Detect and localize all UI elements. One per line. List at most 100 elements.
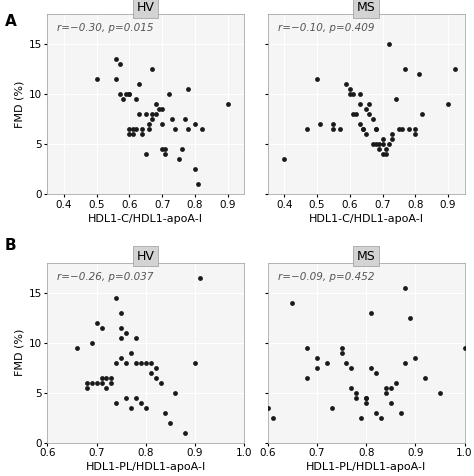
Point: [162, 150, 169, 158]
Point: [93, 76, 100, 83]
Title: MS: MS: [357, 1, 375, 14]
Point: [356, 100, 364, 108]
Title: HV: HV: [137, 1, 155, 14]
Point: [191, 359, 199, 367]
Point: [116, 60, 123, 68]
Point: [407, 314, 414, 321]
Point: [112, 294, 120, 301]
Point: [118, 309, 125, 317]
Point: [369, 116, 376, 123]
Point: [103, 384, 110, 391]
Point: [142, 404, 150, 411]
Point: [353, 389, 360, 397]
Point: [93, 319, 100, 327]
Point: [379, 140, 386, 148]
Point: [347, 384, 355, 391]
Point: [385, 40, 393, 48]
Point: [401, 359, 409, 367]
Point: [118, 354, 125, 361]
Point: [387, 399, 394, 407]
Point: [112, 359, 120, 367]
Point: [415, 70, 422, 78]
Point: [359, 126, 367, 133]
Point: [145, 126, 153, 133]
Point: [401, 66, 409, 73]
Point: [162, 146, 169, 153]
Point: [338, 349, 346, 357]
Point: [280, 156, 288, 163]
Point: [122, 90, 130, 98]
Point: [313, 364, 321, 371]
Point: [73, 344, 81, 351]
Point: [168, 116, 176, 123]
Point: [175, 156, 182, 163]
Point: [392, 96, 400, 103]
Point: [191, 120, 199, 128]
Point: [362, 130, 370, 138]
Point: [461, 344, 468, 351]
Text: r=−0.10, p=0.409: r=−0.10, p=0.409: [278, 23, 374, 33]
Point: [118, 334, 125, 341]
Point: [289, 299, 296, 307]
Text: r=−0.26, p=0.037: r=−0.26, p=0.037: [57, 272, 154, 282]
Point: [395, 126, 403, 133]
Point: [264, 404, 272, 411]
Point: [88, 379, 95, 387]
X-axis label: HDL1-C/HDL1-apoA-I: HDL1-C/HDL1-apoA-I: [88, 214, 203, 224]
Point: [112, 56, 120, 63]
Point: [127, 404, 135, 411]
Point: [152, 100, 159, 108]
Point: [365, 100, 373, 108]
Point: [338, 344, 346, 351]
Point: [158, 120, 166, 128]
Point: [147, 359, 155, 367]
Point: [359, 126, 367, 133]
Point: [451, 66, 458, 73]
Point: [152, 110, 159, 118]
Point: [165, 90, 173, 98]
Point: [372, 126, 380, 133]
Point: [397, 409, 404, 416]
Point: [444, 100, 452, 108]
Point: [139, 126, 146, 133]
Point: [98, 324, 105, 331]
Point: [411, 126, 419, 133]
Point: [303, 126, 311, 133]
Point: [129, 130, 137, 138]
Point: [329, 126, 337, 133]
Point: [162, 409, 169, 416]
Point: [379, 150, 386, 158]
Point: [83, 379, 91, 387]
Point: [405, 126, 412, 133]
Y-axis label: FMD (%): FMD (%): [14, 329, 25, 377]
Point: [399, 126, 406, 133]
Point: [317, 120, 324, 128]
Point: [142, 150, 150, 158]
Point: [148, 66, 156, 73]
Point: [379, 136, 386, 143]
Point: [353, 394, 360, 401]
Point: [346, 90, 354, 98]
Point: [126, 90, 133, 98]
Point: [387, 384, 394, 391]
Point: [136, 110, 143, 118]
Point: [369, 140, 376, 148]
Point: [372, 126, 380, 133]
Point: [382, 389, 390, 397]
Point: [194, 180, 202, 188]
Point: [385, 140, 393, 148]
Point: [411, 130, 419, 138]
Point: [401, 284, 409, 291]
Point: [329, 120, 337, 128]
Point: [382, 146, 390, 153]
Point: [98, 379, 105, 387]
Point: [148, 116, 156, 123]
Point: [372, 369, 380, 377]
Point: [382, 384, 390, 391]
Point: [132, 394, 140, 401]
Point: [362, 394, 370, 401]
Point: [88, 339, 95, 347]
Point: [323, 359, 330, 367]
Point: [362, 399, 370, 407]
Point: [375, 140, 383, 148]
